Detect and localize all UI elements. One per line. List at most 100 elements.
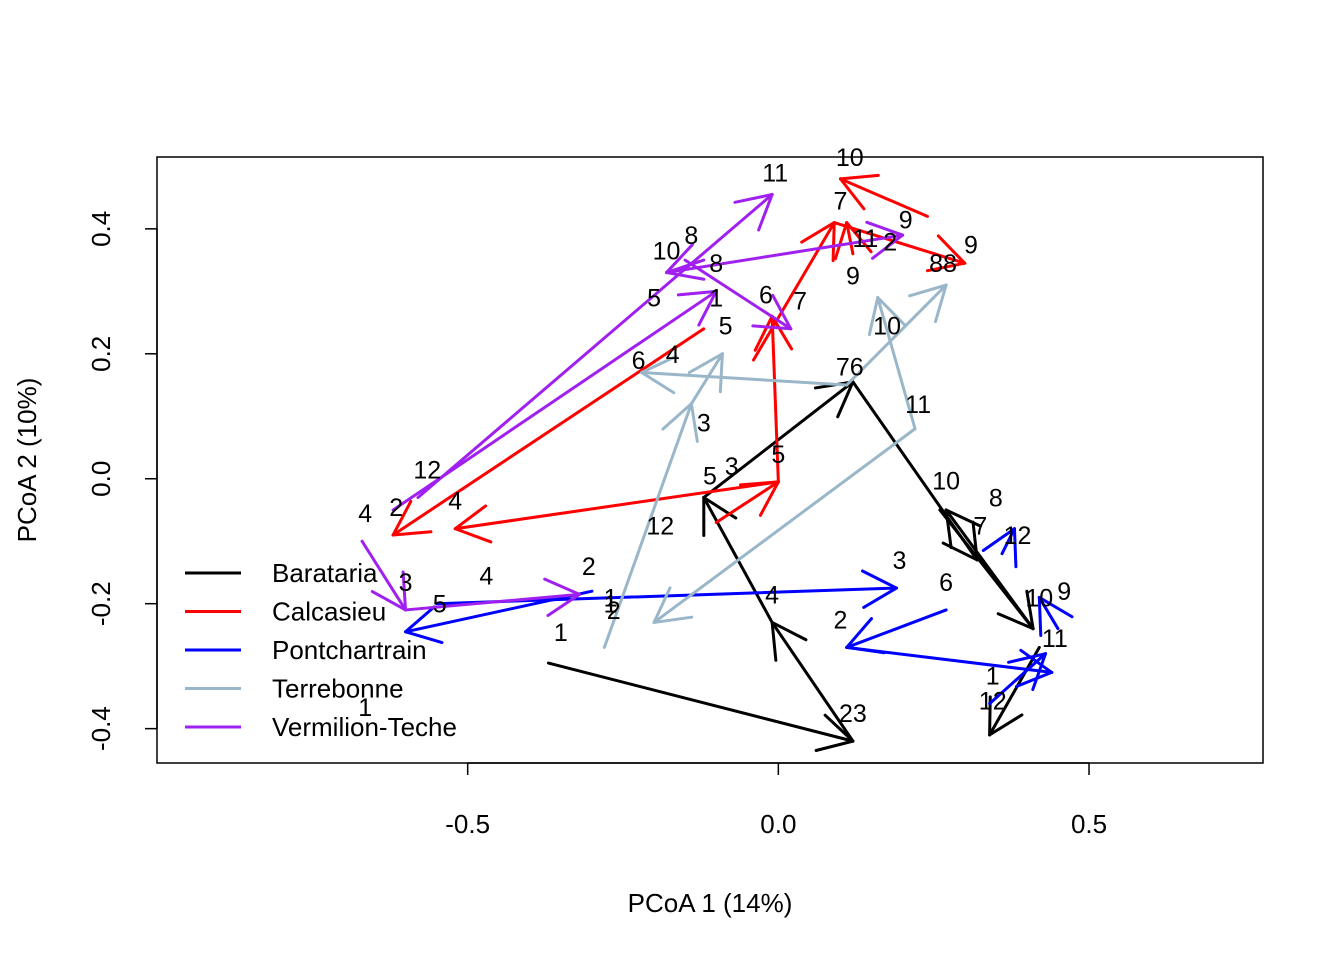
barataria-point-label: 12 xyxy=(1004,522,1032,550)
pontchartrain-arrow xyxy=(1037,595,1074,637)
terrebonne-arrow xyxy=(867,296,917,431)
barataria-point-label: 6 xyxy=(939,569,953,597)
calcasieu-arrow xyxy=(714,480,780,524)
barataria-point-label: 4 xyxy=(765,581,779,609)
pontchartrain-point-label: 2 xyxy=(834,606,848,634)
calcasieu-arrow xyxy=(391,327,706,537)
calcasieu-point-label: 11 xyxy=(852,225,878,253)
calcasieu-point-label: 6 xyxy=(759,281,773,309)
calcasieu-point-label: 7 xyxy=(793,288,807,316)
vermilion-teche-point-label: 10 xyxy=(653,238,681,266)
y-tick-label: 0.2 xyxy=(86,336,116,372)
legend-item-barataria: Barataria xyxy=(185,558,378,588)
x-tick-label: 0.0 xyxy=(760,809,796,839)
vermilion-teche-point-label: 1 xyxy=(709,285,723,313)
terrebonne-point-label: 5 xyxy=(703,463,717,491)
y-tick-label: 0.0 xyxy=(86,461,116,497)
terrebonne-arrow xyxy=(687,352,724,406)
vermilion-teche-arrow xyxy=(416,192,774,499)
legend-item-vermilion-teche: Vermilion-Teche xyxy=(185,712,457,742)
vermilion-teche-point-label: 1 xyxy=(604,591,618,619)
terrebonne-point-label: 11 xyxy=(905,391,931,419)
vermilion-teche-point-label: 1 xyxy=(358,694,372,722)
terrebonne-point-label: 3 xyxy=(697,410,711,438)
pontchartrain-point-label: 1 xyxy=(554,619,568,647)
vermilion-teche-point-label: 8 xyxy=(684,222,698,250)
terrebonne-point-label: 10 xyxy=(873,313,901,341)
pontchartrain-point-label: 4 xyxy=(479,563,493,591)
legend-item-terrebonne: Terrebonne xyxy=(185,674,404,704)
y-axis: -0.4 -0.2 0.0 0.2 0.4 xyxy=(86,211,158,751)
legend-label: Barataria xyxy=(272,558,378,588)
legend-label: Calcasieu xyxy=(272,597,386,627)
calcasieu-arrow xyxy=(833,221,873,261)
terrebonne-arrow xyxy=(640,354,849,395)
legend-item-pontchartrain: Pontchartrain xyxy=(185,635,427,665)
terrebonne-point-label: 76 xyxy=(836,353,864,381)
x-tick-label: 0.5 xyxy=(1071,809,1107,839)
vermilion-teche-point-label: 4 xyxy=(358,500,372,528)
vermilion-teche-arrow xyxy=(665,220,905,275)
pontchartrain-point-label: 10 xyxy=(1025,584,1053,612)
legend-label: Terrebonne xyxy=(272,674,404,704)
y-axis-title: PCoA 2 (10%) xyxy=(12,378,42,543)
calcasieu-point-label: 5 xyxy=(719,313,733,341)
vermilion-teche-point-label: 12 xyxy=(413,456,441,484)
calcasieu-point-label: 7 xyxy=(834,188,848,216)
pontchartrain-point-label: 11 xyxy=(1042,625,1068,653)
pontchartrain-point-label: 3 xyxy=(893,547,907,575)
calcasieu-arrow xyxy=(751,221,836,362)
calcasieu-arrow xyxy=(453,480,780,544)
legend: Barataria Calcasieu Pontchartrain Terrebonn… xyxy=(185,558,457,742)
barataria-point-label: 23 xyxy=(839,700,867,728)
legend-label: Vermilion-Teche xyxy=(272,712,457,742)
vermilion-teche-point-label: 2 xyxy=(582,553,596,581)
terrebonne-arrow xyxy=(602,402,699,649)
terrebonne-point-label: 2 xyxy=(607,597,621,625)
vermilion-teche-point-label: 5 xyxy=(647,285,661,313)
pontchartrain-arrow xyxy=(404,589,594,645)
vermilion-teche-arrow xyxy=(683,258,793,331)
pontchartrain-point-label: 9 xyxy=(1057,578,1071,606)
calcasieu-point-label: 4 xyxy=(448,488,462,516)
x-axis-title: PCoA 1 (14%) xyxy=(628,888,793,918)
trajectory-arrows xyxy=(360,173,1074,752)
terrebonne-point-label: 4 xyxy=(666,341,680,369)
terrebonne-point-label: 3 xyxy=(725,453,739,481)
vermilion-teche-arrow xyxy=(404,577,582,617)
calcasieu-point-label: 9 xyxy=(899,206,913,234)
calcasieu-point-label: 2 xyxy=(389,494,403,522)
barataria-point-label: 8 xyxy=(989,484,1003,512)
vermilion-teche-arrow xyxy=(360,539,408,612)
pontchartrain-arrow xyxy=(845,608,948,655)
calcasieu-arrow xyxy=(832,221,967,273)
legend-label: Pontchartrain xyxy=(272,635,427,665)
terrebonne-point-label: 12 xyxy=(646,513,674,541)
vermilion-teche-point-label: 11 xyxy=(762,160,788,188)
x-tick-label: -0.5 xyxy=(445,809,490,839)
terrebonne-point-label: 6 xyxy=(632,347,646,375)
pontchartrain-arrow xyxy=(981,527,1018,569)
vermilion-teche-point-label: 8 xyxy=(709,250,723,278)
barataria-arrow xyxy=(944,508,1035,631)
barataria-point-label: 10 xyxy=(932,468,960,496)
calcasieu-point-label: 9 xyxy=(964,231,978,259)
x-axis: -0.5 0.0 0.5 xyxy=(445,762,1107,839)
y-tick-label: -0.4 xyxy=(86,706,116,751)
terrebonne-point-label: 1 xyxy=(604,584,618,612)
barataria-arrow xyxy=(770,620,855,743)
calcasieu-point-label: 2 xyxy=(883,228,897,256)
pontchartrain-arrow xyxy=(988,652,1048,706)
calcasieu-point-label: 5 xyxy=(771,441,785,469)
calcasieu-point-label: 10 xyxy=(836,144,864,172)
terrebonne-arrow xyxy=(652,427,917,624)
barataria-point-label: 12 xyxy=(979,688,1007,716)
y-tick-label: 0.4 xyxy=(86,211,116,247)
legend-item-calcasieu: Calcasieu xyxy=(185,597,386,627)
vermilion-teche-arrow xyxy=(665,243,706,281)
calcasieu-point-label: 9 xyxy=(846,263,860,291)
vermilion-teche-point-label: 5 xyxy=(433,591,447,619)
barataria-point-label: 1 xyxy=(986,663,1000,691)
